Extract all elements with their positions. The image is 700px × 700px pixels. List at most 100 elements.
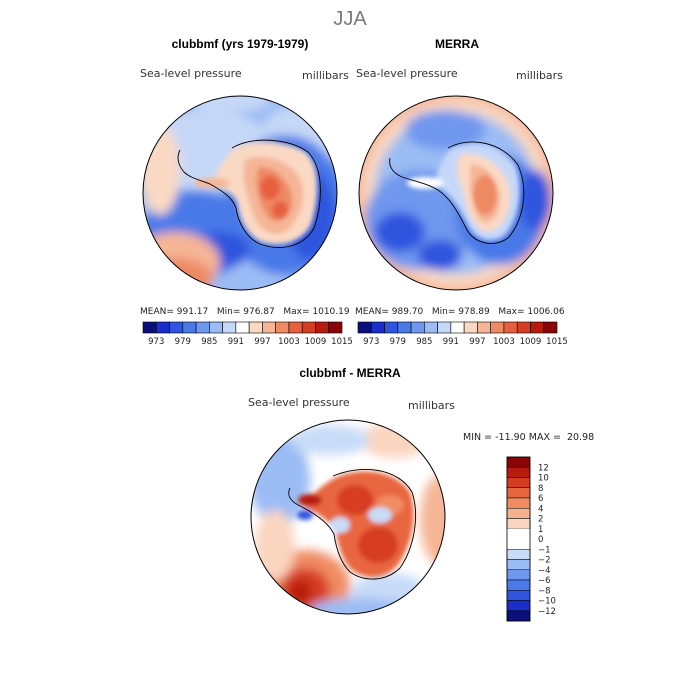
diff-colorbar-swatch bbox=[506, 477, 531, 488]
model-colorbar-tick-label: 1015 bbox=[331, 337, 353, 347]
obs-colorbar-tick-label: 997 bbox=[469, 337, 485, 347]
diff-colorbar-frame bbox=[506, 456, 531, 622]
diff-colorbar-swatch bbox=[506, 549, 531, 560]
obs-colorbar-tick-label: 985 bbox=[416, 337, 432, 347]
model-colorbar-swatch bbox=[262, 321, 276, 334]
diff-units: millibars bbox=[408, 399, 455, 412]
model-colorbar-swatch bbox=[155, 321, 170, 334]
diff-colorbar-tick-label: 4 bbox=[538, 504, 543, 514]
obs-colorbar-swatch bbox=[437, 321, 452, 334]
model-colorbar-swatch bbox=[275, 321, 290, 334]
model-max: 1010.19 bbox=[312, 307, 350, 317]
obs-min: 978.89 bbox=[458, 307, 490, 317]
model-mean: 991.17 bbox=[176, 307, 209, 317]
diff-map-border bbox=[250, 419, 446, 615]
diff-colorbar-tick-label: −8 bbox=[538, 586, 551, 596]
obs-colorbar-swatch bbox=[384, 321, 399, 334]
obs-mean: 989.70 bbox=[391, 307, 424, 317]
diff-colorbar-swatch bbox=[506, 610, 531, 622]
diff-colorbar-swatch bbox=[506, 487, 531, 499]
diff-colorbar-tick-label: 1 bbox=[538, 525, 543, 535]
diff-colorbar-swatch bbox=[506, 559, 531, 570]
obs-colorbar: 973 979 985 991 997 1003 1009 1015 bbox=[357, 321, 568, 347]
obs-panel-title: MERRA bbox=[435, 37, 479, 51]
model-colorbar-tick-label: 1009 bbox=[305, 337, 327, 347]
diff-colorbar-tick-label: −1 bbox=[538, 545, 551, 555]
obs-field-label: Sea-level pressure bbox=[356, 67, 458, 80]
diff-colorbar-swatch bbox=[507, 539, 530, 550]
season-title: JJA bbox=[333, 8, 367, 30]
model-map bbox=[143, 96, 337, 290]
model-colorbar-swatch bbox=[182, 321, 197, 334]
model-map-border bbox=[142, 95, 338, 291]
model-colorbar-swatch bbox=[288, 321, 303, 334]
model-colorbar-swatch bbox=[248, 321, 263, 334]
diff-colorbar-tick-label: 12 bbox=[538, 463, 549, 473]
obs-colorbar-swatch bbox=[543, 321, 558, 334]
diff-colorbar-swatch bbox=[506, 569, 531, 581]
obs-map bbox=[359, 96, 553, 290]
obs-colorbar-swatch bbox=[516, 321, 531, 334]
obs-colorbar-tick-label: 1003 bbox=[493, 337, 515, 347]
obs-colorbar-swatch bbox=[463, 321, 478, 334]
diff-colorbar-tick-label: −12 bbox=[538, 607, 556, 617]
model-colorbar-swatch bbox=[315, 321, 330, 334]
model-panel-title: clubbmf (yrs 1979-1979) bbox=[171, 37, 309, 51]
diff-colorbar-swatch bbox=[506, 497, 531, 509]
model-colorbar-tick-label: 985 bbox=[201, 337, 217, 347]
model-colorbar-tick-label: 1003 bbox=[278, 337, 300, 347]
diff-colorbar-tick-label: 10 bbox=[538, 474, 549, 484]
model-colorbar-swatch bbox=[195, 321, 210, 334]
model-colorbar-swatch bbox=[235, 321, 250, 334]
model-units: millibars bbox=[302, 69, 349, 82]
model-stats: MEAN= 991.17 Min= 976.87 Max= 1010.19 bbox=[140, 307, 350, 317]
diff-colorbar-tick-label: 6 bbox=[538, 494, 543, 504]
diff-colorbar-swatch bbox=[506, 508, 531, 519]
diff-colorbar-swatch bbox=[506, 467, 531, 478]
obs-colorbar-tick-label: 1015 bbox=[546, 337, 568, 347]
obs-colorbar-tick-label: 973 bbox=[363, 337, 379, 347]
diff-map bbox=[251, 420, 445, 614]
diff-colorbar-tick-label: −6 bbox=[538, 576, 551, 586]
diff-colorbar-swatch bbox=[506, 590, 531, 601]
obs-stats: MEAN= 989.70 Min= 978.89 Max= 1006.06 bbox=[355, 307, 565, 317]
obs-colorbar-swatch bbox=[397, 321, 412, 334]
model-colorbar: 973 979 985 991 997 1003 1009 1015 bbox=[142, 321, 353, 347]
diff-colorbar-tick-label: −2 bbox=[538, 556, 551, 566]
obs-colorbar-tick-label: 1009 bbox=[520, 337, 542, 347]
diff-colorbar-tick-label: 0 bbox=[538, 535, 543, 545]
obs-max: 1006.06 bbox=[527, 307, 565, 317]
model-colorbar-tick-label: 997 bbox=[254, 337, 270, 347]
diff-colorbar-tick-label: 8 bbox=[538, 484, 543, 494]
diff-colorbar-tick-label: 2 bbox=[538, 515, 543, 525]
diff-panel-title: clubbmf - MERRA bbox=[299, 366, 401, 380]
obs-colorbar-swatch bbox=[424, 321, 438, 334]
obs-colorbar-swatch bbox=[370, 321, 385, 334]
diff-minmax: MIN = -11.90 MAX = 20.98 bbox=[463, 432, 595, 443]
diff-colorbar-tick-label: −10 bbox=[538, 597, 556, 607]
obs-colorbar-tick-label: 979 bbox=[390, 337, 406, 347]
obs-colorbar-swatch bbox=[450, 321, 465, 334]
obs-colorbar-swatch bbox=[530, 321, 545, 334]
model-colorbar-swatch bbox=[301, 321, 316, 334]
obs-colorbar-swatch bbox=[357, 321, 372, 334]
diff-colorbar-swatch bbox=[506, 456, 531, 468]
model-colorbar-swatch bbox=[209, 321, 223, 334]
obs-colorbar-tick-label: 991 bbox=[443, 337, 459, 347]
obs-colorbar-swatch bbox=[477, 321, 491, 334]
diff-colorbar-swatch bbox=[507, 528, 530, 539]
diff-field-label: Sea-level pressure bbox=[248, 396, 350, 409]
model-colorbar-tick-label: 973 bbox=[148, 337, 164, 347]
diff-colorbar-swatch bbox=[506, 600, 531, 611]
obs-colorbar-swatch bbox=[490, 321, 505, 334]
model-field-label: Sea-level pressure bbox=[140, 67, 242, 80]
model-colorbar-swatch bbox=[328, 321, 343, 334]
model-min: 976.87 bbox=[243, 307, 275, 317]
obs-colorbar-swatch bbox=[503, 321, 518, 334]
diff-colorbar-swatch bbox=[506, 579, 531, 591]
model-colorbar-swatch bbox=[169, 321, 184, 334]
model-colorbar-swatch bbox=[222, 321, 237, 334]
model-colorbar-swatch bbox=[142, 321, 157, 334]
